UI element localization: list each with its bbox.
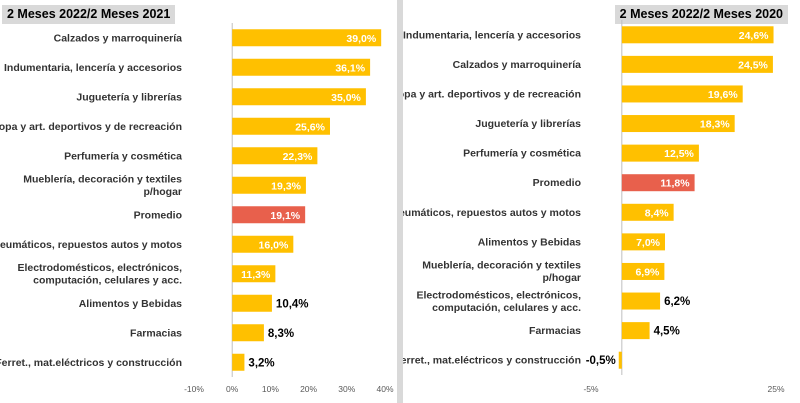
category-label: Alimentos y Bebidas <box>478 236 581 248</box>
bar-mark <box>232 235 294 253</box>
category-label: Ferret., mat.eléctricos y construcción <box>403 355 581 367</box>
value-label: 7,0% <box>636 237 661 249</box>
bar-mark <box>621 115 735 133</box>
x-tick-label: -5% <box>583 384 599 394</box>
value-label: 6,9% <box>635 266 660 278</box>
chart-right-svg: Indumentaria, lencería y accesorios 24,6%… <box>403 20 785 394</box>
bar-mark <box>621 85 743 103</box>
category-label: Perfumería y cosmética <box>463 148 581 160</box>
bar-mark <box>232 353 245 371</box>
bar-mark <box>621 322 650 340</box>
value-label: 25,6% <box>295 121 325 133</box>
value-label: 11,3% <box>241 269 271 281</box>
value-label: 4,5% <box>654 326 680 338</box>
category-label: Neumáticos, repuestos autos y motos <box>403 207 581 219</box>
category-label: Electrodomésticos, electrónicos, computac… <box>17 262 182 287</box>
bar-mark <box>618 351 622 369</box>
category-label: Juguetería y librerías <box>475 118 581 130</box>
panel-divider <box>397 0 403 403</box>
value-label: 16,0% <box>259 239 289 251</box>
category-label: Perfumería y cosmética <box>64 150 182 162</box>
chart-title-right: 2 Meses 2022/2 Meses 2020 <box>614 5 788 24</box>
category-label: Neumáticos, repuestos autos y motos <box>0 239 182 251</box>
value-label: 10,4% <box>276 298 309 310</box>
category-label: Electrodomésticos, electrónicos, computac… <box>416 289 581 314</box>
chart-panel-left: 2 Meses 2022/2 Meses 2021 Calzados y mar… <box>0 0 397 403</box>
bar-mark <box>232 88 366 106</box>
category-label: Indumentaria, lencería y accesorios <box>403 29 581 41</box>
bar-mark <box>232 147 318 165</box>
value-label: 24,5% <box>738 59 768 71</box>
x-tick-label: 25% <box>767 384 784 394</box>
bar-mark <box>621 174 695 192</box>
x-tick-label: 40% <box>376 384 393 394</box>
category-label: Mueblería, decoración y textiles p/hogar <box>23 174 182 199</box>
category-label: Alimentos y Bebidas <box>79 298 182 310</box>
category-label: Juguetería y librerías <box>76 91 182 103</box>
chart-title-left: 2 Meses 2022/2 Meses 2021 <box>2 5 176 24</box>
category-label: Calzados y marroquinería <box>453 59 582 71</box>
value-label: 35,0% <box>331 92 361 104</box>
x-tick-label: -10% <box>184 384 204 394</box>
category-label: Calzados y marroquinería <box>54 32 183 44</box>
value-label: 19,6% <box>708 89 738 101</box>
category-label: Ferret., mat.eléctricos y construcción <box>0 357 182 369</box>
bar-mark <box>621 144 699 162</box>
value-label: -0,5% <box>586 355 616 367</box>
x-tick-label: 10% <box>262 384 279 394</box>
value-label: 8,3% <box>268 328 294 340</box>
bar-mark <box>621 292 661 310</box>
category-label: Farmacias <box>529 325 581 337</box>
category-label: Farmacias <box>130 327 182 339</box>
category-label: Mueblería, decoración y textiles p/hogar <box>422 260 581 285</box>
value-label: 11,8% <box>660 178 690 190</box>
value-label: 6,2% <box>664 296 690 308</box>
bar-mark <box>232 206 306 224</box>
category-label: Promedio <box>533 177 581 189</box>
value-label: 18,3% <box>700 119 730 131</box>
x-tick-label: 30% <box>338 384 355 394</box>
value-label: 19,3% <box>271 180 301 192</box>
bar-mark <box>232 58 371 76</box>
bar-mark <box>621 26 774 44</box>
value-label: 24,6% <box>739 30 769 42</box>
bar-mark <box>621 262 665 280</box>
value-label: 8,4% <box>645 207 670 219</box>
bar-mark <box>232 117 330 135</box>
value-label: 36,1% <box>335 62 365 74</box>
bar-mark <box>621 55 773 73</box>
bar-mark <box>232 29 382 47</box>
chart-left-svg: Calzados y marroquinería 39,0% Indumentari… <box>0 23 394 394</box>
value-label: 39,0% <box>346 33 376 45</box>
bar-mark <box>621 233 665 251</box>
chart-panel-right: 2 Meses 2022/2 Meses 2020 Indumentaria, … <box>403 0 800 403</box>
category-label: Ropa y art. deportivos y de recreación <box>403 88 581 100</box>
value-label: 3,2% <box>248 357 274 369</box>
x-tick-label: 20% <box>300 384 317 394</box>
bar-mark <box>621 203 674 221</box>
category-label: Indumentaria, lencería y accesorios <box>4 62 182 74</box>
bar-mark <box>232 324 264 342</box>
category-label: Ropa y art. deportivos y de recreación <box>0 121 182 133</box>
value-label: 19,1% <box>270 210 300 222</box>
bar-mark <box>232 265 276 283</box>
value-label: 22,3% <box>283 151 313 163</box>
bar-mark <box>232 294 272 312</box>
bar-mark <box>232 176 306 194</box>
x-tick-label: 0% <box>226 384 239 394</box>
category-label: Promedio <box>134 209 182 221</box>
value-label: 12,5% <box>664 148 694 160</box>
